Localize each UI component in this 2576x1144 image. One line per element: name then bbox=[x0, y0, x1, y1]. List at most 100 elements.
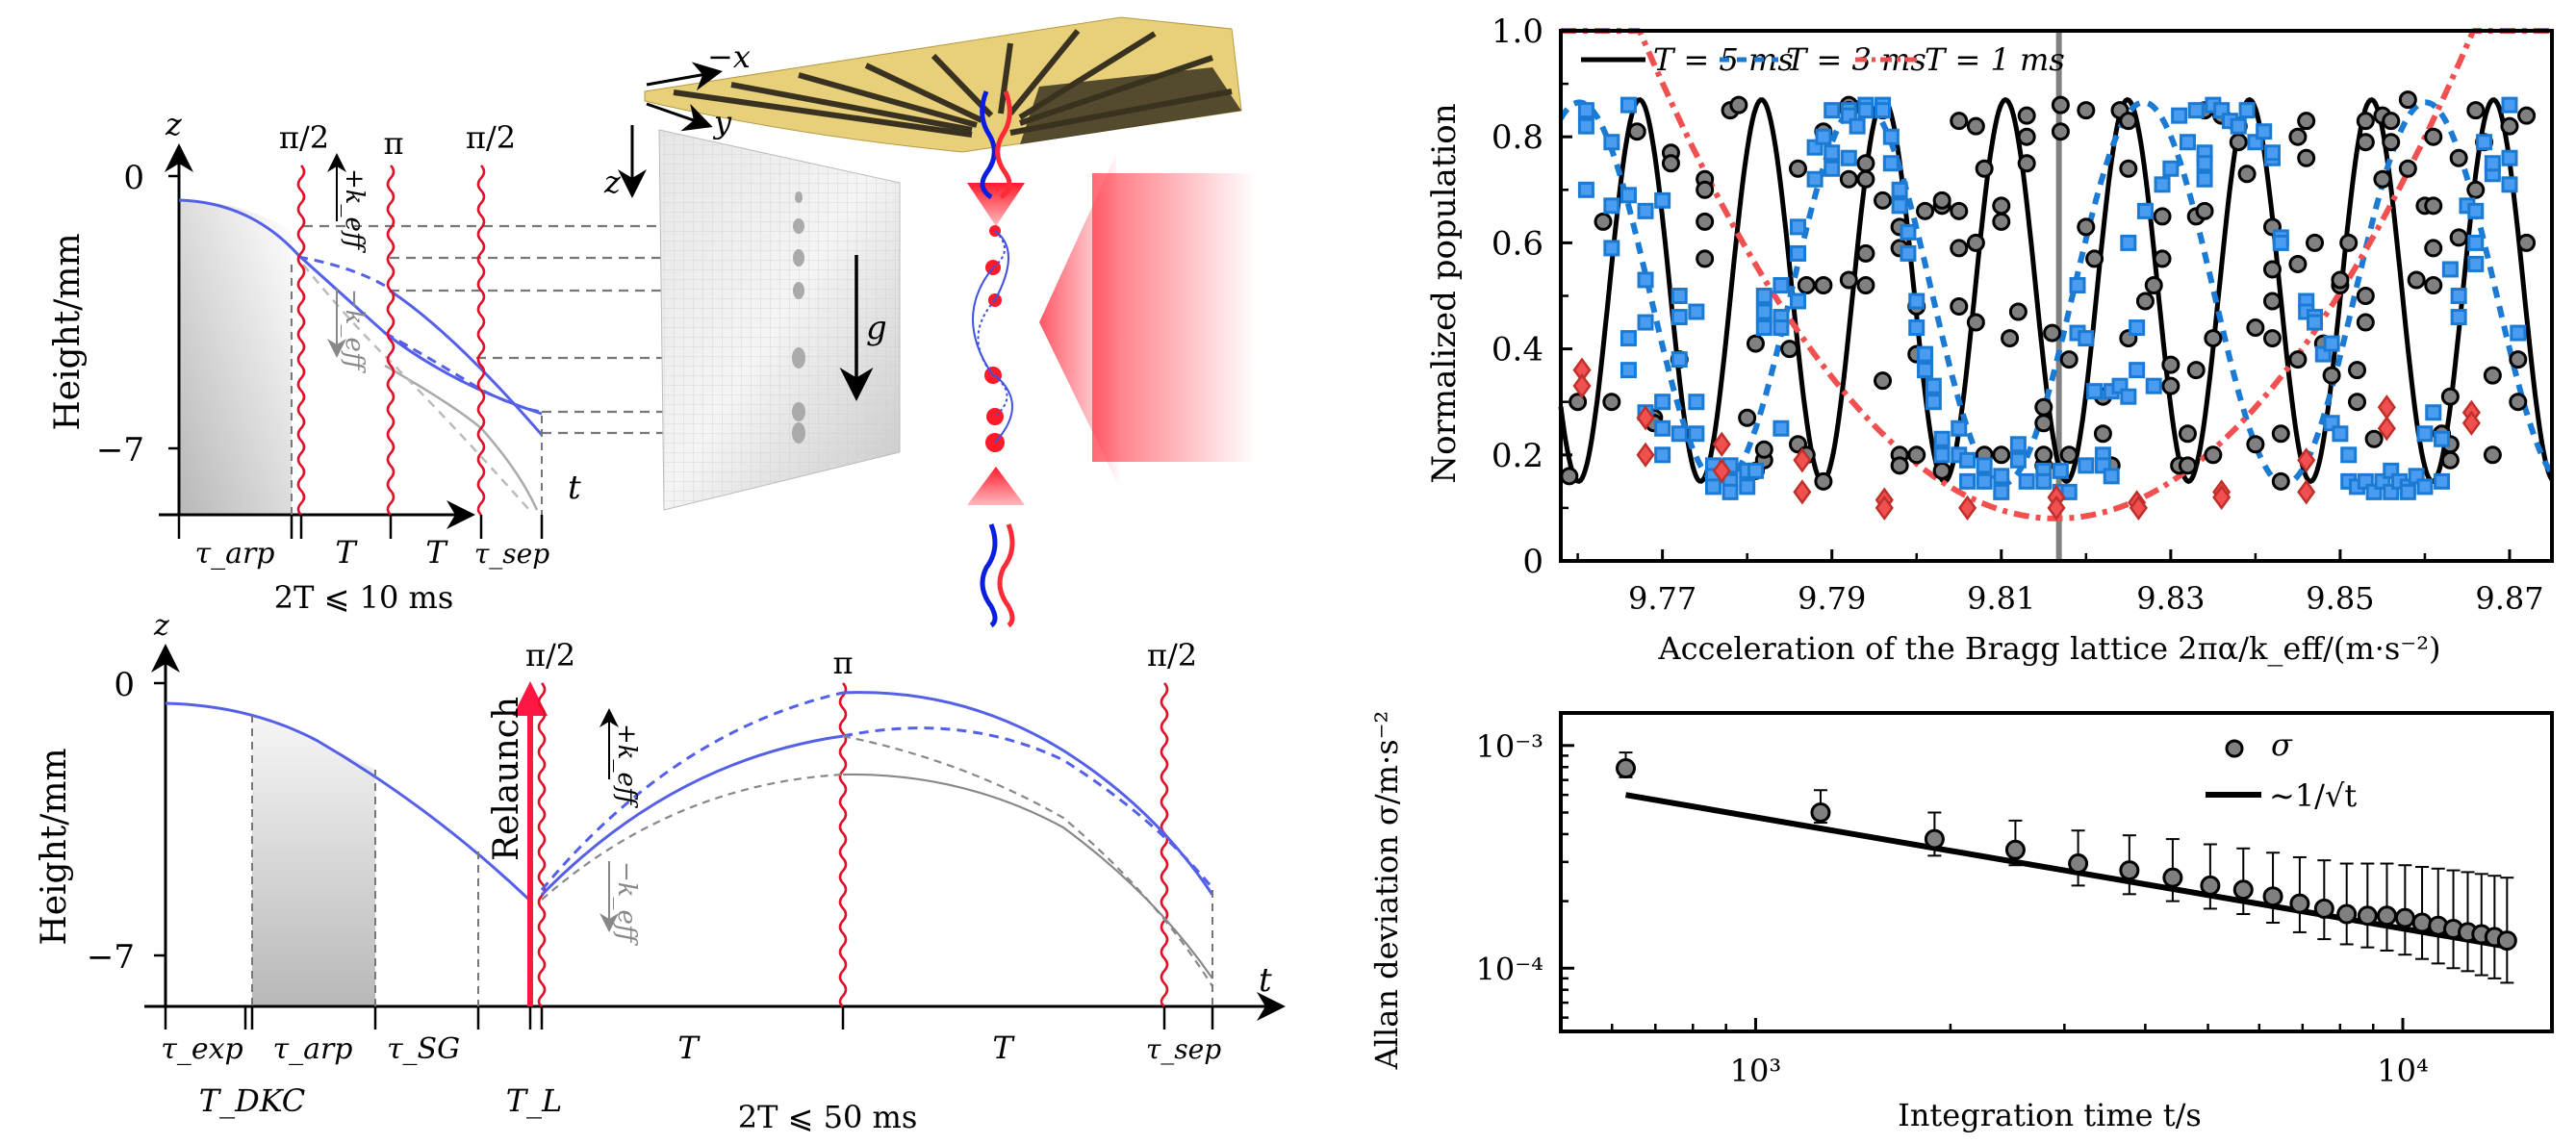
k-down-label: −k_eff bbox=[340, 289, 369, 374]
data-point-t5 bbox=[2348, 393, 2367, 412]
data-point-t5 bbox=[1780, 340, 1799, 359]
data-point-sigma bbox=[1924, 828, 1945, 850]
pulse-label-pi-half-1: π/2 bbox=[279, 119, 329, 156]
allan-chart-axes: 10³ 10⁴ 10⁻³ 10⁻⁴ bbox=[1476, 711, 2554, 1089]
data-point-t3 bbox=[2018, 472, 2035, 490]
data-point-t5 bbox=[2229, 133, 2248, 152]
data-point-t5 bbox=[2356, 112, 2375, 131]
data-point-t5 bbox=[1856, 169, 1875, 189]
data-point-t5 bbox=[2440, 387, 2460, 406]
data-point-t5 bbox=[2034, 397, 2053, 417]
y-tick-label: 0.8 bbox=[1492, 118, 1543, 157]
data-point-t5 bbox=[1696, 212, 1715, 231]
data-point-t5 bbox=[2246, 318, 2265, 338]
data-point-t3 bbox=[2263, 144, 2281, 162]
data-point-t5 bbox=[2077, 101, 2096, 120]
data-point-t3 bbox=[1637, 271, 1654, 289]
data-point-t3 bbox=[1857, 102, 1875, 119]
data-point-t3 bbox=[2501, 96, 2518, 114]
data-point-t3 bbox=[1747, 462, 1764, 479]
data-point-t5 bbox=[2517, 233, 2537, 252]
panel-a-timing-diagram: 0 −7 z t Height/mm π/2 π π/2 bbox=[48, 106, 799, 616]
data-point-t5 bbox=[2271, 424, 2290, 444]
data-point-t5 bbox=[2288, 350, 2308, 369]
data-point-t5 bbox=[1874, 371, 1893, 391]
data-point-t3 bbox=[1875, 102, 1892, 119]
data-point-t5 bbox=[2085, 249, 2104, 268]
data-point-t3 bbox=[2154, 176, 2171, 193]
data-point-t3 bbox=[2179, 134, 2196, 151]
group-label-t-l: T_L bbox=[506, 1082, 563, 1119]
data-point-t3 bbox=[2484, 155, 2501, 172]
data-point-t5 bbox=[2500, 116, 2519, 136]
data-point-t3 bbox=[1824, 102, 1841, 119]
arp-shaded-region-c bbox=[252, 715, 375, 1006]
data-point-t3 bbox=[1704, 478, 1722, 496]
data-point-sigma bbox=[2376, 905, 2397, 927]
fit-line bbox=[1624, 792, 2508, 950]
data-point-t5 bbox=[1932, 461, 1951, 480]
data-point-t5 bbox=[2356, 287, 2375, 305]
data-point-t5 bbox=[2043, 323, 2062, 343]
data-point-t5 bbox=[1916, 201, 1935, 220]
data-point-t5 bbox=[1560, 467, 1579, 486]
interval-label-tau-arp: τ_arp bbox=[194, 537, 274, 571]
allan-chart-fit bbox=[1624, 792, 2508, 950]
interval-label-tau-sg: τ_SG bbox=[387, 1032, 460, 1066]
data-point-t5 bbox=[2059, 445, 2079, 465]
trajectory-upper bbox=[389, 289, 544, 436]
interval-label-T1-c: T bbox=[677, 1030, 701, 1066]
y-tick-label: 0.2 bbox=[1492, 437, 1543, 475]
data-point-t3 bbox=[1603, 240, 1620, 257]
data-point-t3 bbox=[1815, 128, 1832, 145]
data-point-t3 bbox=[2009, 436, 2027, 453]
data-point-t3 bbox=[2052, 462, 2069, 479]
data-point-t5 bbox=[2017, 106, 2036, 125]
population-chart-xlabel: Acceleration of the Bragg lattice 2πα/k_… bbox=[1657, 630, 2440, 667]
data-point-t3 bbox=[1620, 330, 1637, 347]
data-point-sigma bbox=[2200, 875, 2221, 896]
data-point-t5 bbox=[1696, 249, 1715, 268]
data-point-t3 bbox=[1577, 102, 1594, 119]
data-point-t5 bbox=[2237, 165, 2257, 184]
data-point-sigma bbox=[2496, 930, 2517, 952]
y-tick-label: 1.0 bbox=[1492, 13, 1543, 51]
data-point-t5 bbox=[2288, 127, 2308, 146]
data-point-t5 bbox=[2364, 429, 2384, 448]
data-point-t3 bbox=[1688, 425, 1705, 443]
data-point-t1 bbox=[1793, 479, 1812, 505]
data-point-sigma bbox=[2068, 853, 2089, 875]
data-point-t3 bbox=[1993, 468, 2010, 485]
data-point-t5 bbox=[2466, 101, 2486, 120]
trajectory-up-dashed bbox=[540, 691, 844, 891]
data-point-t3 bbox=[2136, 202, 2154, 219]
data-point-t5 bbox=[2204, 329, 2223, 348]
trajectory-gray-solid-c bbox=[842, 773, 1213, 979]
data-point-t5 bbox=[2509, 393, 2528, 412]
data-point-t5 bbox=[1950, 112, 1969, 131]
data-point-t1 bbox=[2047, 495, 2066, 521]
data-point-t1 bbox=[1636, 442, 1655, 468]
data-point-t3 bbox=[1959, 451, 1977, 469]
data-point-t3 bbox=[1925, 377, 1942, 394]
data-point-t3 bbox=[1976, 472, 1993, 490]
data-point-sigma bbox=[2357, 905, 2378, 927]
fit-curve-t5 bbox=[1558, 96, 2555, 485]
data-point-t3 bbox=[2129, 362, 2146, 379]
trajectory-mid-dashed bbox=[842, 726, 1214, 889]
allan-chart: 10³ 10⁴ 10⁻³ 10⁻⁴ Allan deviation σ/m·s⁻² I… bbox=[1368, 711, 2554, 1133]
interval-label-T1: T bbox=[335, 534, 358, 571]
data-point-t3 bbox=[2434, 472, 2451, 490]
trajectory-gray-solid bbox=[384, 364, 539, 511]
data-point-t5 bbox=[2424, 239, 2443, 258]
data-point-t3 bbox=[1739, 478, 1756, 496]
data-point-t3 bbox=[1620, 187, 1637, 204]
pulse-label-pi-half-c1: π/2 bbox=[525, 637, 575, 674]
data-point-t3 bbox=[2120, 388, 2137, 405]
data-point-t5 bbox=[1992, 196, 2011, 216]
panel-c-timing-diagram: 0 −7 z t Height/mm Relaunch π/2 π π/2 +k… bbox=[35, 609, 1286, 1135]
data-point-sigma bbox=[2262, 886, 2283, 907]
interval-label-tau-exp: τ_exp bbox=[161, 1032, 242, 1066]
data-point-t3 bbox=[1789, 292, 1806, 310]
